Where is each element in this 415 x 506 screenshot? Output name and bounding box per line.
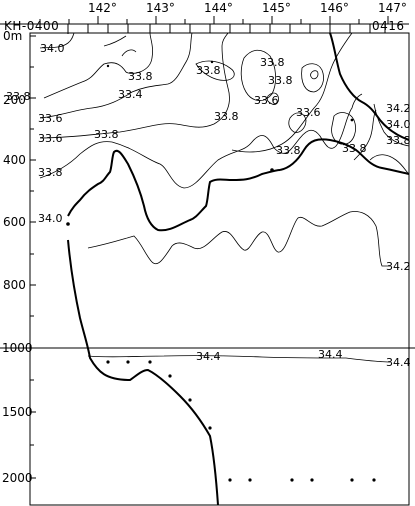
contour-label: 34.0 bbox=[40, 42, 65, 55]
contour-label: 33.6 bbox=[38, 132, 63, 145]
contour-surface-meander bbox=[103, 35, 137, 57]
contour-label: 34.2 bbox=[386, 102, 411, 115]
contour-33-8-right bbox=[353, 109, 377, 161]
contour-label: 33.8 bbox=[260, 56, 285, 69]
contour-loop-d bbox=[301, 63, 324, 93]
contour-label: 33.6 bbox=[254, 94, 279, 107]
longitude-tick-marks bbox=[39, 16, 389, 24]
contour-label: 34.2 bbox=[386, 260, 411, 273]
depth-tick-marks bbox=[30, 35, 36, 479]
contour-34-0-thick-right bbox=[279, 138, 410, 175]
contour-label: 34.0 bbox=[38, 212, 63, 225]
contour-label: 33.4 bbox=[118, 88, 143, 101]
contour-label: 33.8 bbox=[276, 144, 301, 157]
contour-34-2-mid bbox=[87, 211, 390, 267]
contour-34-4-thick-deep bbox=[67, 239, 219, 506]
lon-tick-144: 144° bbox=[204, 1, 233, 15]
contour-34-4-deep bbox=[87, 355, 391, 363]
contour-label: 33.8 bbox=[38, 166, 63, 179]
contour-33-6-mid bbox=[39, 32, 230, 139]
contour-labels: 34.0 33.8 33.8 33.8 33.4 33.8 33.8 33.6 … bbox=[6, 42, 411, 369]
contour-loop-g bbox=[288, 112, 307, 133]
contour-label: 33.8 bbox=[196, 64, 221, 77]
contour-34-0-surface bbox=[39, 32, 75, 49]
depth-tick-800: 800 bbox=[3, 278, 26, 292]
contour-33-8-lower bbox=[39, 93, 363, 189]
depth-tick-600: 600 bbox=[3, 215, 26, 229]
contour-34-0-thick bbox=[67, 149, 281, 232]
contour-loop-b bbox=[240, 49, 276, 101]
contour-label: 33.8 bbox=[214, 110, 239, 123]
plot-frame bbox=[29, 32, 410, 506]
contour-33-8-upper bbox=[43, 32, 153, 99]
contour-label: 33.8 bbox=[6, 90, 31, 103]
contour-label: 34.4 bbox=[318, 348, 343, 361]
depth-tick-1500: 1500 bbox=[2, 405, 33, 419]
lon-tick-142: 142° bbox=[88, 1, 117, 15]
contour-loop-f bbox=[331, 112, 356, 145]
contour-34-2-thick-upper bbox=[329, 32, 410, 141]
depth-ticks: 0m 200 400 600 800 1000 1500 2000 bbox=[2, 29, 33, 485]
contour-label: 33.8 bbox=[94, 128, 119, 141]
lon-tick-143: 143° bbox=[146, 1, 175, 15]
sample-dots bbox=[66, 60, 376, 482]
contour-loop-e bbox=[310, 70, 319, 80]
contour-right-small bbox=[369, 154, 410, 175]
contour-label: 33.6 bbox=[38, 112, 63, 125]
lon-tick-147: 147° bbox=[378, 1, 407, 15]
contour-label: 33.8 bbox=[128, 70, 153, 83]
contour-label: 34.4 bbox=[196, 350, 221, 363]
depth-tick-1000: 1000 bbox=[2, 341, 33, 355]
depth-tick-400: 400 bbox=[3, 153, 26, 167]
lon-tick-146: 146° bbox=[320, 1, 349, 15]
depth-tick-200: 200 bbox=[3, 93, 26, 107]
contour-loop-c bbox=[266, 92, 279, 105]
contour-label: 33.6 bbox=[296, 106, 321, 119]
station-label: 0416 bbox=[372, 19, 405, 33]
thin-contours bbox=[39, 32, 410, 363]
contour-label: 33.8 bbox=[268, 74, 293, 87]
depth-tick-0: 0m bbox=[3, 29, 22, 43]
cruise-label: KH-0400 bbox=[4, 19, 59, 33]
contour-loop-a bbox=[195, 60, 235, 81]
contour-label: 33.8 bbox=[386, 134, 411, 147]
longitude-ticks: 142° 143° 144° 145° 146° 147° bbox=[88, 1, 407, 15]
depth-tick-2000: 2000 bbox=[2, 471, 33, 485]
thick-contours bbox=[67, 32, 410, 506]
contour-label: 34.4 bbox=[386, 356, 411, 369]
contour-33-6-left bbox=[39, 32, 193, 119]
contour-label: 34.0 bbox=[386, 118, 411, 131]
lon-tick-145: 145° bbox=[262, 1, 291, 15]
station-markers bbox=[67, 24, 386, 34]
contour-label: 33.8 bbox=[342, 142, 367, 155]
